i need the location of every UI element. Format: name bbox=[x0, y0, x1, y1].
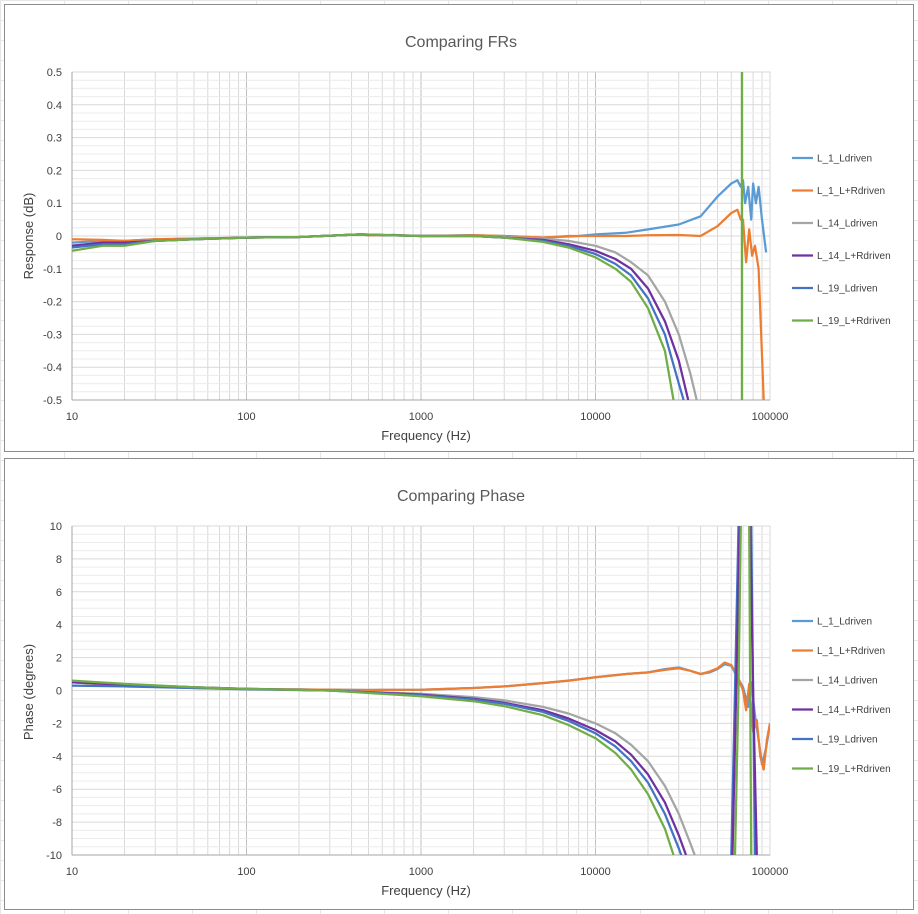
x-axis-title: Frequency (Hz) bbox=[381, 883, 471, 898]
series-line-extra-10 bbox=[749, 526, 758, 855]
phase-chart[interactable]: Comparing Phase Frequency (Hz) Phase (de… bbox=[4, 458, 914, 910]
legend-label: L_14_L+Rdriven bbox=[817, 705, 891, 716]
chart-title: Comparing FRs bbox=[405, 34, 517, 51]
y-tick-label: -0.3 bbox=[43, 329, 62, 341]
x-tick-label: 10 bbox=[66, 866, 78, 878]
series-line-extra-8 bbox=[733, 526, 742, 855]
y-tick-label: -0.4 bbox=[43, 362, 62, 374]
legend-label: L_14_L+Rdriven bbox=[817, 251, 891, 262]
y-tick-label: 4 bbox=[56, 620, 62, 632]
x-axis-title: Frequency (Hz) bbox=[381, 428, 471, 443]
legend-label: L_1_Ldriven bbox=[817, 617, 872, 628]
y-axis-title: Phase (degrees) bbox=[21, 644, 36, 740]
fr-chart[interactable]: Comparing FRs Frequency (Hz) Response (d… bbox=[4, 4, 914, 452]
y-tick-label: 0.3 bbox=[47, 133, 62, 145]
legend-label: L_1_Ldriven bbox=[817, 154, 872, 165]
y-tick-label: 2 bbox=[56, 653, 62, 665]
y-tick-label: -0.2 bbox=[43, 297, 62, 309]
legend: L_1_Ldriven L_1_L+Rdriven L_14_Ldriven L_14… bbox=[792, 617, 891, 775]
x-tick-label: 100 bbox=[237, 411, 255, 423]
grid bbox=[71, 525, 771, 856]
series-group bbox=[72, 72, 768, 400]
x-tick-label: 1000 bbox=[409, 866, 433, 878]
y-tick-label: 6 bbox=[56, 587, 62, 599]
series-line-extra-7 bbox=[731, 526, 741, 855]
legend-label: L_14_Ldriven bbox=[817, 219, 878, 230]
x-tick-label: 10 bbox=[66, 411, 78, 423]
y-tick-label: 0 bbox=[56, 686, 62, 698]
phase-chart-svg: Comparing Phase Frequency (Hz) Phase (de… bbox=[21, 488, 891, 898]
y-tick-label: -2 bbox=[52, 718, 62, 730]
y-tick-label: -0.1 bbox=[43, 264, 62, 276]
y-tick-label: -6 bbox=[52, 784, 62, 796]
series-line-extra-11 bbox=[748, 526, 753, 855]
legend-label: L_19_Ldriven bbox=[817, 735, 878, 746]
y-tick-label: 0.5 bbox=[47, 67, 62, 79]
x-tick-label: 10000 bbox=[580, 411, 611, 423]
y-tick-label: 8 bbox=[56, 554, 62, 566]
x-tick-label: 100 bbox=[237, 866, 255, 878]
y-tick-label: -10 bbox=[46, 850, 62, 862]
y-tick-label: 0.4 bbox=[47, 100, 62, 112]
y-tick-label: -4 bbox=[52, 751, 62, 763]
y-tick-label: 0.1 bbox=[47, 198, 62, 210]
legend: L_1_Ldriven L_1_L+Rdriven L_14_Ldriven L_14… bbox=[792, 154, 891, 327]
x-tick-label: 10000 bbox=[580, 866, 611, 878]
y-tick-label: 0 bbox=[56, 231, 62, 243]
legend-label: L_1_L+Rdriven bbox=[817, 646, 885, 657]
chart-title: Comparing Phase bbox=[397, 488, 525, 505]
x-tick-label: 100000 bbox=[752, 411, 789, 423]
legend-label: L_1_L+Rdriven bbox=[817, 186, 885, 197]
legend-label: L_19_L+Rdriven bbox=[817, 764, 891, 775]
x-tick-label: 100000 bbox=[752, 866, 789, 878]
y-tick-label: 0.2 bbox=[47, 165, 62, 177]
legend-label: L_14_Ldriven bbox=[817, 676, 878, 687]
y-tick-label: -8 bbox=[52, 817, 62, 829]
series-group bbox=[72, 526, 770, 855]
y-tick-label: -0.5 bbox=[43, 395, 62, 407]
legend-label: L_19_Ldriven bbox=[817, 284, 878, 295]
series-line-extra-6 bbox=[730, 526, 740, 855]
legend-label: L_19_L+Rdriven bbox=[817, 316, 891, 327]
series-line-l-19-l-rdriven bbox=[72, 679, 675, 855]
series-line-l-19-l-rdriven bbox=[72, 233, 675, 400]
y-axis-title: Response (dB) bbox=[21, 193, 36, 280]
fr-chart-svg: Comparing FRs Frequency (Hz) Response (d… bbox=[21, 34, 891, 443]
x-tick-label: 1000 bbox=[409, 411, 433, 423]
y-tick-label: 10 bbox=[50, 521, 62, 533]
